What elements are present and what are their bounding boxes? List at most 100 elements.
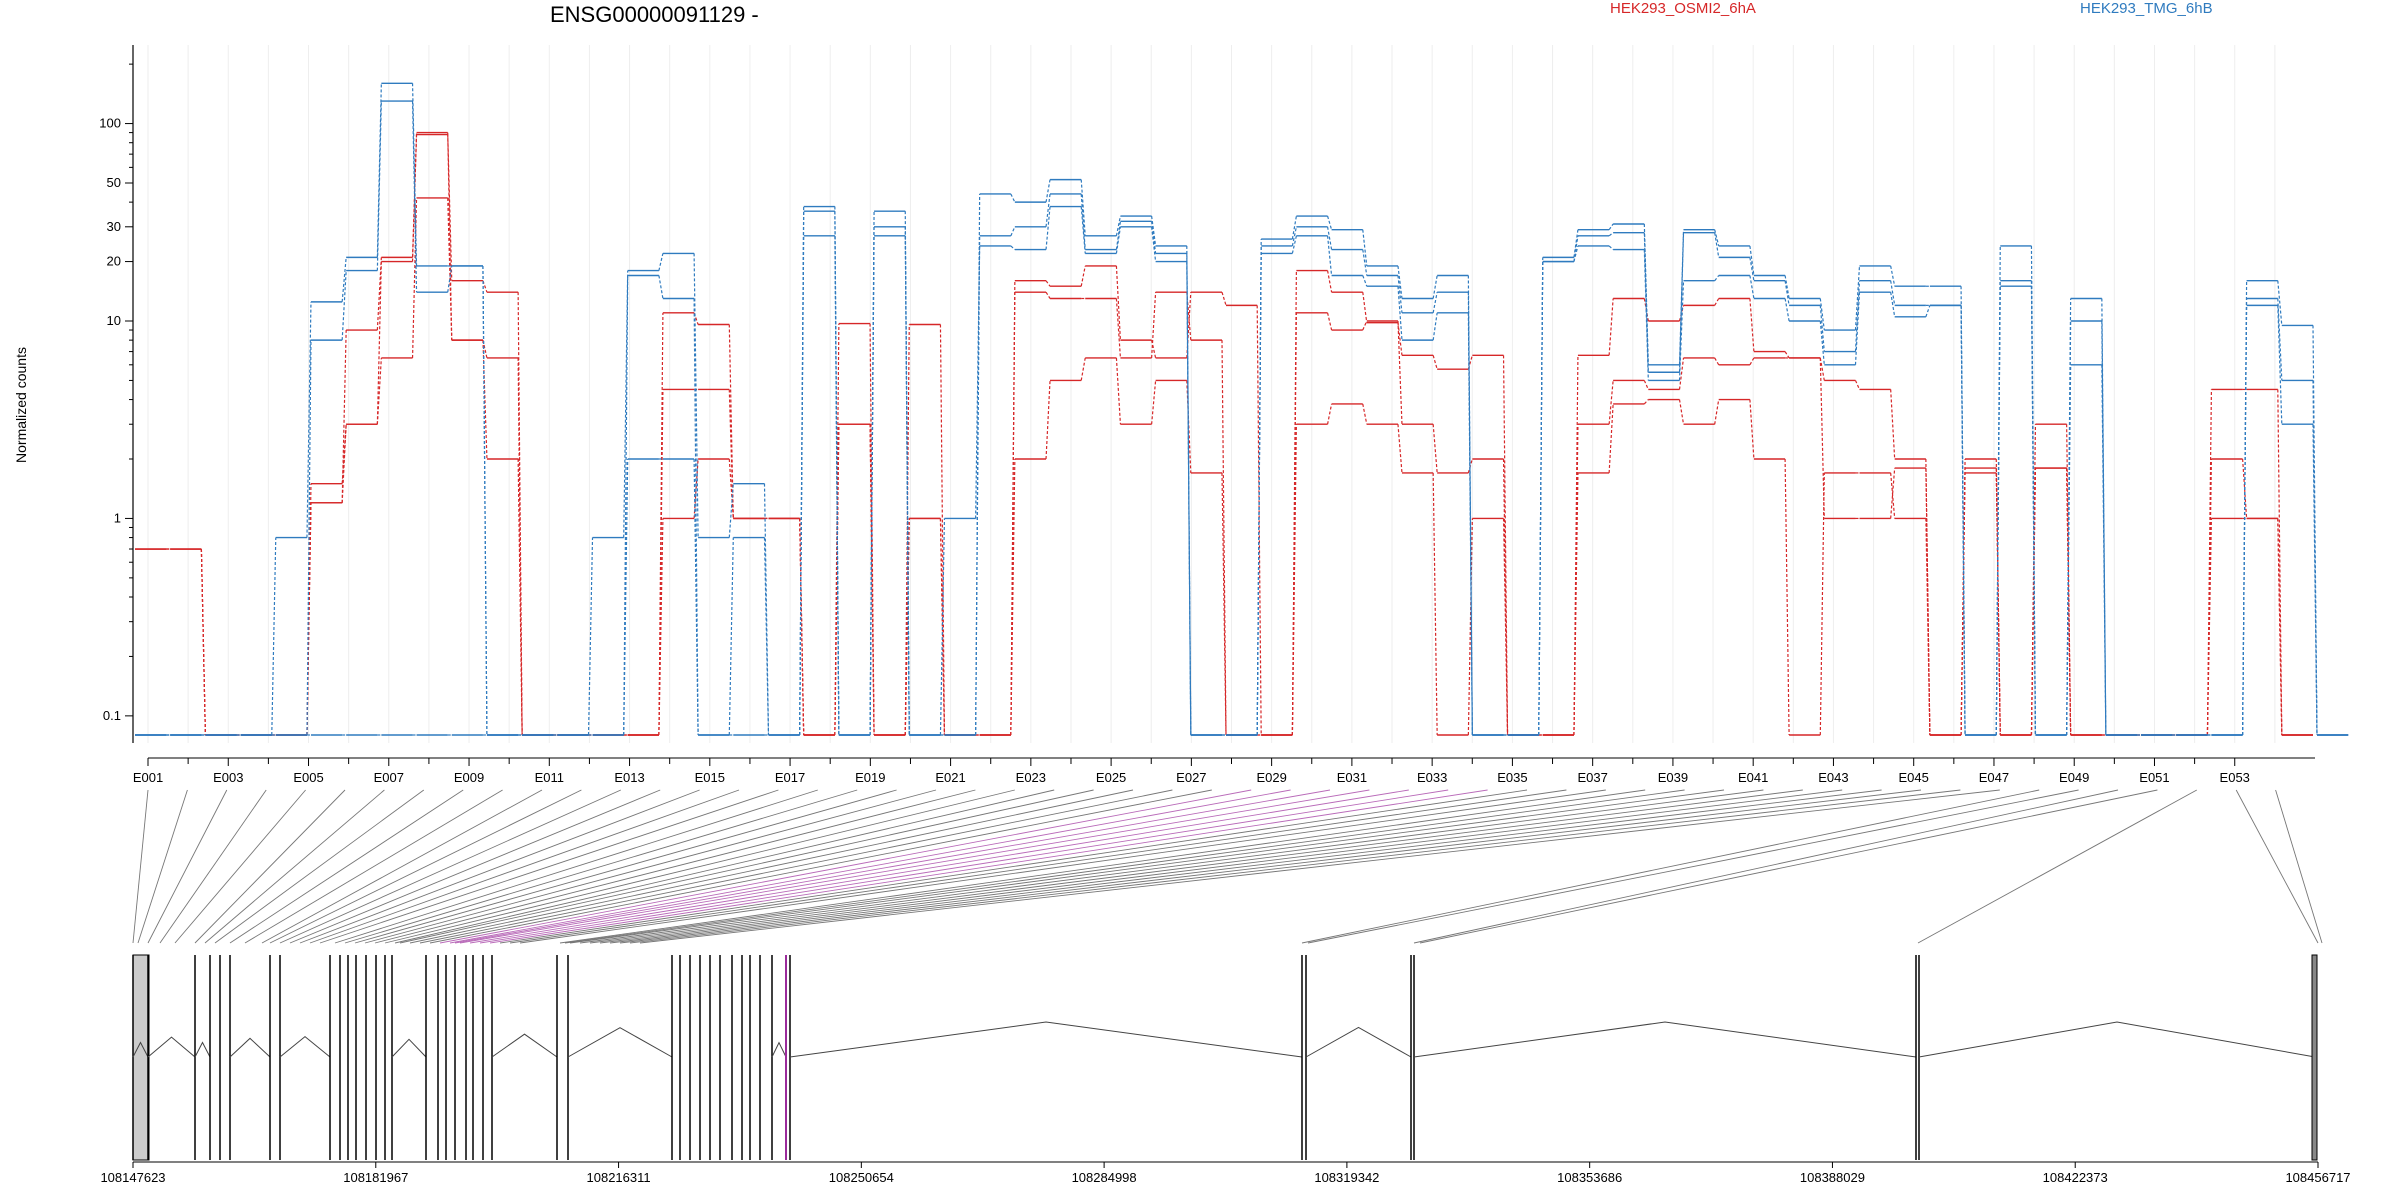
series-connector (341, 424, 347, 503)
first-exon-block (132, 954, 150, 1161)
connector-line (459, 789, 1370, 944)
series-connector (1045, 291, 1051, 299)
series-connector (1784, 275, 1790, 299)
series-connector (341, 270, 347, 341)
intron-line (567, 1027, 673, 1058)
connector-line (244, 789, 503, 944)
connector-line (354, 789, 897, 944)
series-connector (799, 235, 805, 736)
series-connector (306, 502, 312, 736)
intron-line (789, 1021, 1303, 1058)
intron-line (1305, 1026, 1412, 1058)
series-connector (1326, 403, 1333, 425)
connector-line (454, 789, 1331, 944)
series-connector (1538, 261, 1544, 736)
series-connector (1115, 265, 1122, 341)
series-lines (135, 82, 2349, 736)
exon-label: E047 (1979, 770, 2009, 785)
series-connector (1010, 245, 1016, 251)
series-connector (1151, 380, 1157, 425)
series-connector (1925, 518, 1931, 736)
exon-label: E015 (695, 770, 725, 785)
intron-line (279, 1036, 331, 1058)
series-connector (1045, 380, 1051, 460)
exon-label: E037 (1577, 770, 1607, 785)
connector-line (1917, 789, 2198, 944)
exon-label: E007 (374, 770, 404, 785)
exon-label: E039 (1658, 770, 1688, 785)
series-1 (135, 133, 2313, 736)
series-connector (1221, 340, 1227, 736)
series-connector (1960, 305, 1966, 736)
series-connector (1221, 291, 1227, 306)
genomic-tick-label: 108422373 (2043, 1170, 2108, 1185)
series-connector (200, 549, 206, 736)
series-connector (1643, 380, 1649, 390)
connector-line (2235, 789, 2319, 944)
series-connector (1362, 403, 1368, 425)
connector-line (289, 789, 661, 944)
connector-line (429, 789, 1212, 944)
series-connector (1010, 193, 1016, 203)
connector-line (579, 789, 1764, 944)
series-connector (1327, 215, 1333, 230)
series-connector (517, 357, 523, 736)
connector-line (639, 789, 2000, 944)
connector-line (439, 789, 1252, 944)
connector-line (364, 789, 937, 944)
exon-connectors (132, 789, 2323, 944)
exon-label: E019 (855, 770, 885, 785)
series-connector (1291, 226, 1297, 247)
exon-label: E045 (1899, 770, 1929, 785)
series-connector (2277, 389, 2283, 736)
connector-line (279, 789, 621, 944)
series-connector (1608, 403, 1614, 473)
series-3 (135, 131, 2313, 736)
series-connector (1045, 280, 1051, 287)
connector-line (1413, 789, 2119, 944)
series-connector (1854, 265, 1861, 331)
series-connector (1678, 305, 1685, 322)
series-connector (1573, 245, 1579, 262)
series-5 (135, 100, 2349, 736)
series-connector (1256, 253, 1262, 736)
connector-line (1301, 789, 2040, 944)
series-connector (1080, 265, 1086, 287)
intron-line (1413, 1021, 1917, 1058)
series-connector (1854, 280, 1861, 352)
series-connector (341, 424, 347, 484)
series-connector (1890, 292, 1896, 317)
series-connector (341, 257, 347, 302)
series-connector (1890, 265, 1896, 287)
connector-line (159, 789, 267, 944)
exon-label: E003 (213, 770, 243, 785)
intron-line (147, 1036, 196, 1058)
exon-axis: E001 E003 E005 E007 E009 E011 E013 E015 E017 E019… (133, 757, 2315, 785)
series-connector (1749, 257, 1755, 281)
genomic-tick-label: 108216311 (587, 1170, 651, 1185)
series-connector (411, 101, 418, 293)
connector-line (629, 789, 1961, 944)
connector-line (589, 789, 1803, 944)
y-tick-label: 100 (99, 116, 121, 131)
series-connector (1784, 351, 1790, 359)
connector-line (409, 789, 1134, 944)
exon-label: E049 (2059, 770, 2089, 785)
series-connector (1151, 221, 1157, 254)
series-connector (1784, 458, 1790, 736)
connector-line (519, 789, 1606, 944)
series-connector (1010, 292, 1016, 736)
series-connector (658, 518, 664, 736)
series-connector (2277, 298, 2283, 381)
connector-line (132, 789, 149, 944)
series-connector (904, 518, 910, 736)
y-tick-label: 1 (114, 510, 121, 525)
series-connector (1362, 320, 1368, 331)
series-connector (1080, 206, 1086, 254)
series-connector (517, 458, 523, 736)
genomic-tick-label: 108181967 (343, 1170, 408, 1185)
series-connector (1291, 215, 1297, 240)
exon-label: E009 (454, 770, 484, 785)
series-connector (1573, 235, 1579, 262)
series-connector (2242, 305, 2248, 736)
